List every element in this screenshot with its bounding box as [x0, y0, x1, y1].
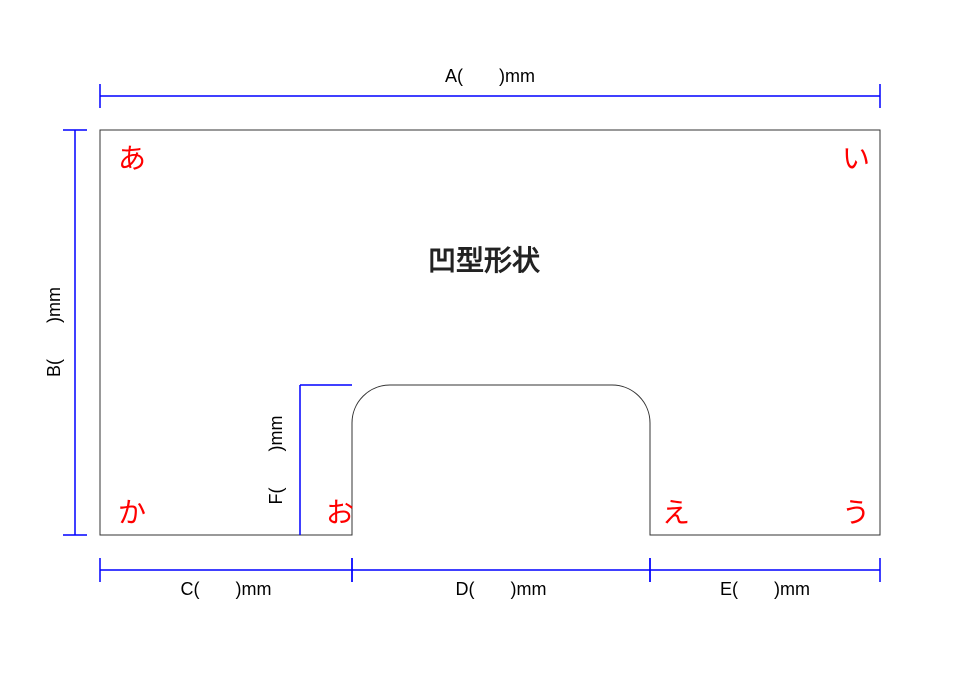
dimension-d-label: D( )mm — [456, 579, 547, 599]
shape-title: 凹型形状 — [428, 245, 541, 276]
corner-label-o: お — [326, 497, 354, 528]
dimension-d: D( )mm — [352, 558, 650, 599]
dimension-c: C( )mm — [100, 558, 352, 599]
dimension-b-label: B( )mm — [44, 287, 64, 377]
dimension-f-label: F( )mm — [266, 416, 286, 505]
corner-label-a: あ — [118, 143, 146, 174]
dimension-e-label: E( )mm — [720, 579, 810, 599]
dimension-a-label: A( )mm — [445, 66, 535, 86]
dimension-b: B( )mm — [44, 130, 87, 535]
corner-label-ka: か — [118, 497, 146, 528]
corner-label-u: う — [842, 497, 870, 528]
dimension-a: A( )mm — [100, 66, 880, 108]
dimension-e: E( )mm — [650, 558, 880, 599]
dimension-c-label: C( )mm — [181, 579, 272, 599]
corner-label-e: え — [662, 497, 690, 528]
corner-label-i: い — [842, 143, 870, 174]
concave-shape-outline — [100, 130, 880, 535]
diagram-canvas: A( )mm B( )mm C( )mm D( )mm E( )mm F( )m… — [0, 0, 968, 684]
